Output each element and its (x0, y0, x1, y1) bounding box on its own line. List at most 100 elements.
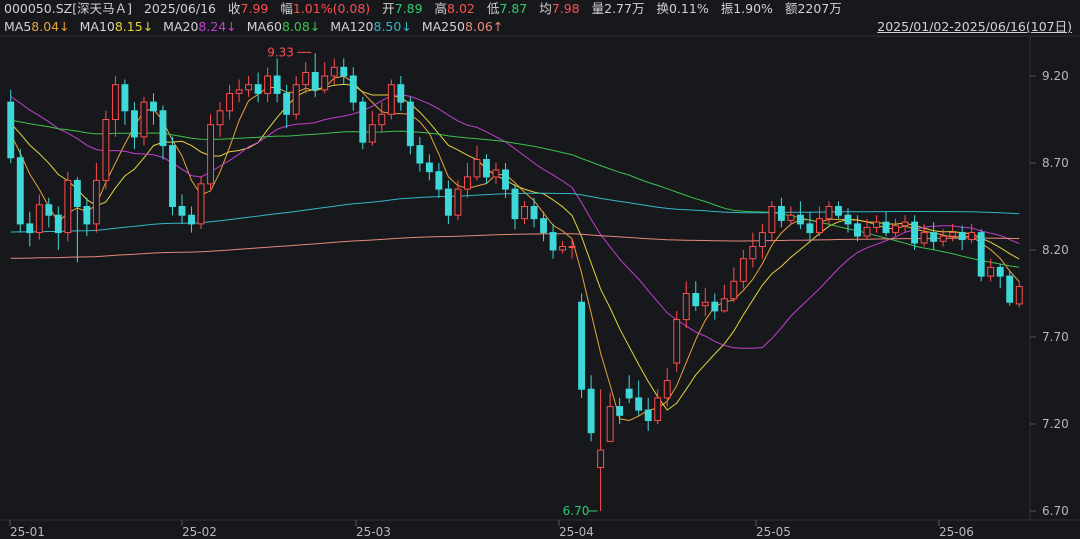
date-range-selector[interactable]: 2025/01/02-2025/06/16(107日) (877, 19, 1072, 34)
candle-body[interactable] (245, 84, 253, 91)
candle-body[interactable] (949, 232, 957, 237)
candle-body[interactable] (606, 406, 614, 442)
candle-body[interactable] (511, 188, 519, 220)
candle-body[interactable] (264, 75, 272, 94)
candle-body[interactable] (321, 75, 329, 91)
candle-body[interactable] (863, 226, 871, 237)
candle-body[interactable] (473, 159, 481, 178)
candle-body[interactable] (368, 124, 376, 143)
candle-body[interactable] (796, 214, 804, 225)
candle-body[interactable] (397, 84, 405, 103)
candle-body[interactable] (920, 232, 928, 244)
candle-body[interactable] (559, 246, 567, 251)
candle-body[interactable] (635, 397, 643, 411)
candle-body[interactable] (330, 66, 338, 77)
candle-body[interactable] (1006, 275, 1014, 303)
candle-body[interactable] (140, 101, 148, 138)
candle-body[interactable] (435, 171, 443, 190)
candle-body[interactable] (406, 101, 414, 147)
candle-body[interactable] (254, 84, 262, 94)
candle-body[interactable] (483, 159, 490, 178)
candle-body[interactable] (45, 204, 53, 216)
candle-body[interactable] (996, 266, 1004, 277)
candle-body[interactable] (216, 110, 224, 126)
candle-body[interactable] (444, 188, 452, 216)
candle-body[interactable] (111, 84, 119, 120)
candle-body[interactable] (958, 232, 966, 241)
candle-body[interactable] (625, 388, 633, 399)
candle-body[interactable] (549, 232, 557, 251)
candle-body[interactable] (359, 101, 367, 143)
candle-body[interactable] (73, 179, 81, 207)
candle-body[interactable] (150, 101, 157, 112)
candle-body[interactable] (977, 232, 985, 277)
candle-body[interactable] (873, 221, 880, 228)
candle-body[interactable] (768, 206, 776, 234)
candle-body[interactable] (654, 397, 662, 422)
candle-body[interactable] (711, 301, 719, 312)
candle-body[interactable] (521, 206, 528, 220)
candle-body[interactable] (682, 293, 690, 321)
candle-body[interactable] (939, 235, 947, 242)
candle-body[interactable] (92, 179, 100, 225)
candle-body[interactable] (178, 206, 186, 216)
candle-body[interactable] (463, 176, 471, 190)
candle-body[interactable] (169, 145, 176, 208)
candle-body[interactable] (739, 258, 747, 282)
candle-body[interactable] (102, 119, 110, 181)
candle-body[interactable] (777, 206, 785, 221)
candle-body[interactable] (749, 246, 757, 260)
candle-body[interactable] (701, 301, 709, 307)
candle-body[interactable] (968, 232, 976, 241)
candle-body[interactable] (673, 319, 681, 364)
candle-body[interactable] (587, 388, 595, 434)
candle-body[interactable] (26, 223, 34, 234)
candle-body[interactable] (720, 298, 728, 312)
candle-body[interactable] (644, 409, 652, 422)
candle-body[interactable] (616, 406, 624, 416)
candle-body[interactable] (663, 380, 671, 399)
candle-body[interactable] (387, 84, 395, 115)
candle-body[interactable] (692, 293, 700, 307)
candle-body[interactable] (1015, 286, 1023, 305)
candle-body[interactable] (540, 218, 547, 234)
candle-body[interactable] (597, 449, 605, 469)
candle-body[interactable] (188, 214, 195, 225)
candle-body[interactable] (54, 214, 62, 234)
candle-body[interactable] (758, 232, 766, 248)
candle-body[interactable] (882, 221, 890, 234)
candle-body[interactable] (159, 110, 167, 147)
candle-body[interactable] (283, 92, 291, 115)
candle-body[interactable] (207, 124, 215, 185)
candle-body[interactable] (815, 218, 823, 234)
candle-body[interactable] (416, 145, 424, 164)
candle-body[interactable] (7, 101, 15, 159)
candle-body[interactable] (502, 169, 509, 190)
candle-body[interactable] (730, 280, 738, 300)
candle-body[interactable] (273, 75, 281, 94)
candle-body[interactable] (35, 204, 43, 234)
candle-body[interactable] (578, 301, 586, 390)
candle-body[interactable] (302, 72, 310, 86)
candle-body[interactable] (16, 157, 24, 225)
candle-body[interactable] (454, 188, 462, 216)
candle-body[interactable] (987, 266, 995, 277)
candle-body[interactable] (825, 206, 833, 220)
candle-body[interactable] (892, 225, 900, 234)
candle-body[interactable] (425, 162, 433, 173)
candle-body[interactable] (787, 214, 795, 221)
candle-body[interactable] (844, 214, 852, 225)
candle-body[interactable] (901, 221, 909, 227)
candle-body[interactable] (235, 89, 243, 94)
candle-body[interactable] (340, 66, 348, 77)
candle-body[interactable] (378, 113, 386, 126)
candle-body[interactable] (530, 206, 538, 220)
candle-body[interactable] (349, 75, 357, 103)
candle-body[interactable] (806, 223, 814, 234)
candle-body[interactable] (930, 232, 938, 242)
candle-body[interactable] (568, 246, 576, 249)
candle-body[interactable] (835, 206, 842, 216)
candle-body[interactable] (83, 206, 91, 225)
stock-code[interactable]: 000050.SZ[深天马Ａ] (4, 1, 132, 16)
